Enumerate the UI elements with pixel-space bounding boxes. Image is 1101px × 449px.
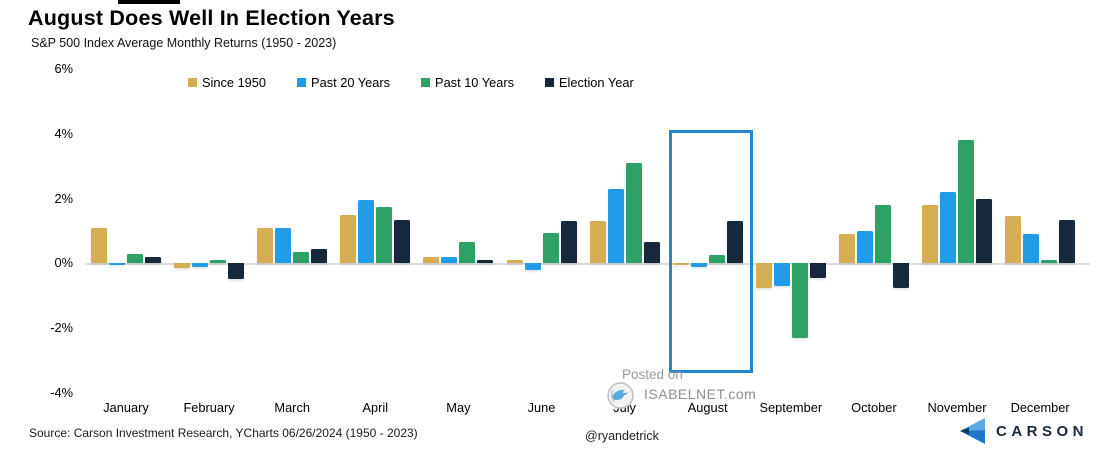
bar <box>293 251 310 264</box>
bar <box>311 248 328 264</box>
legend-label: Past 20 Years <box>311 75 391 90</box>
carson-wordmark: CARSON <box>996 422 1089 440</box>
bar <box>643 242 660 264</box>
bar <box>838 234 855 264</box>
bar <box>506 260 523 264</box>
x-axis-month-label: November <box>927 400 987 415</box>
page-title: August Does Well In Election Years <box>28 6 395 30</box>
isabelnet-logo-icon <box>607 382 634 409</box>
bar <box>376 206 393 264</box>
top-crop-artifact <box>118 0 180 4</box>
y-axis-tick-label: 0% <box>54 255 74 271</box>
bar <box>976 198 992 264</box>
bar <box>1059 219 1076 264</box>
x-axis-month-label: June <box>527 400 556 415</box>
bar <box>524 263 541 270</box>
x-axis-month-label: October <box>851 400 897 415</box>
bar <box>755 263 772 288</box>
legend-item: Past 10 Years <box>421 75 514 90</box>
bar <box>791 263 808 338</box>
x-axis-month-label: April <box>362 400 389 415</box>
legend-item: Since 1950 <box>188 75 266 90</box>
carson-logo-icon <box>959 417 986 445</box>
x-axis-month-label: January <box>103 400 149 415</box>
legend-swatch-icon <box>421 78 431 87</box>
bar <box>109 263 125 265</box>
bar <box>726 221 743 264</box>
bar <box>127 253 143 264</box>
legend-label: Past 10 Years <box>435 75 515 90</box>
august-highlight-box <box>669 130 753 373</box>
watermark-posted-on: Posted on <box>622 367 683 382</box>
bar <box>892 263 909 288</box>
y-axis-tick-label: 4% <box>54 125 74 141</box>
x-axis-month-label: May <box>446 400 471 415</box>
bar <box>856 230 873 264</box>
bar <box>174 263 191 269</box>
author-handle: @ryandetrick <box>585 429 659 443</box>
chart-subtitle: S&P 500 Index Average Monthly Returns (1… <box>31 36 337 50</box>
bar <box>874 204 891 264</box>
source-note: Source: Carson Investment Research, YCha… <box>29 426 418 440</box>
bar <box>625 162 642 264</box>
legend-label: Election Year <box>559 75 634 90</box>
y-axis-tick-label: -2% <box>50 320 73 336</box>
bar <box>773 263 790 286</box>
x-axis-month-label: September <box>759 400 823 415</box>
legend-swatch-icon <box>188 78 197 87</box>
bar <box>423 256 440 264</box>
bar <box>340 214 357 264</box>
y-axis-tick-label: 6% <box>54 60 74 76</box>
bar <box>1023 234 1040 264</box>
chart-legend: Since 1950 Past 20 Years Past 10 Years Elec… <box>188 75 634 90</box>
bar <box>91 227 107 264</box>
bar <box>394 219 411 264</box>
bar <box>589 221 606 264</box>
bar <box>257 227 274 264</box>
bar <box>477 260 494 264</box>
bar <box>441 256 458 264</box>
bar <box>560 221 577 264</box>
watermark-isabelnet: ISABELNET.com <box>644 386 757 402</box>
bar <box>672 263 689 265</box>
bar <box>809 263 826 278</box>
legend-swatch-icon <box>545 78 555 87</box>
bar <box>145 256 161 264</box>
x-axis-month-label: August <box>687 400 728 415</box>
bar <box>459 242 476 264</box>
bar <box>1005 216 1022 264</box>
bar <box>922 204 938 264</box>
bar <box>940 192 956 264</box>
bar <box>708 255 725 264</box>
legend-item: Election Year <box>545 75 634 90</box>
legend-item: Past 20 Years <box>297 75 390 90</box>
bar <box>690 263 707 267</box>
bar <box>210 260 227 264</box>
bar <box>228 263 245 280</box>
y-axis-tick-label: -4% <box>50 384 73 400</box>
bar <box>1041 260 1058 264</box>
legend-swatch-icon <box>297 78 307 87</box>
zero-gridline <box>85 263 1090 265</box>
bar <box>358 200 375 264</box>
x-axis-month-label: December <box>1010 400 1070 415</box>
bar <box>192 263 209 267</box>
x-axis-month-label: March <box>274 400 310 415</box>
legend-label: Since 1950 <box>202 75 267 90</box>
carson-logo: CARSON <box>959 417 1088 445</box>
bar <box>275 227 292 264</box>
y-axis-tick-label: 2% <box>54 190 74 206</box>
bar <box>607 188 624 264</box>
x-axis-month-label: February <box>183 400 235 415</box>
bar <box>542 232 559 264</box>
bar <box>958 140 974 264</box>
